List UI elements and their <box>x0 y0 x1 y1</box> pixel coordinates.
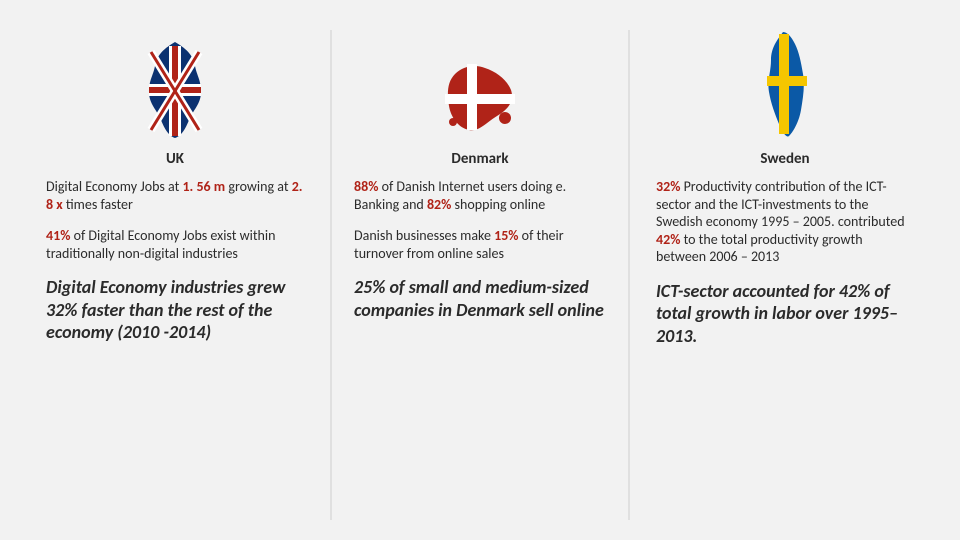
uk-stat-2: 41% of Digital Economy Jobs exist within… <box>46 227 304 262</box>
denmark-stat-1: 88% of Danish Internet users doing e. Ba… <box>354 178 606 213</box>
denmark-stat-2: Danish businesses make 15% of their turn… <box>354 227 606 262</box>
sweden-body: 32% Productivity contribution of the ICT… <box>656 178 914 347</box>
sweden-kicker: ICT-sector accounted for 42% of total gr… <box>656 280 914 348</box>
sweden-title: Sweden <box>760 150 809 168</box>
column-denmark: Denmark 88% of Danish Internet users doi… <box>330 30 630 520</box>
uk-stat-1: Digital Economy Jobs at 1. 56 m growing … <box>46 178 304 213</box>
denmark-title: Denmark <box>451 150 508 168</box>
denmark-flag-map-icon <box>435 30 525 140</box>
sweden-flag-map-icon <box>755 30 815 140</box>
columns-container: UK Digital Economy Jobs at 1. 56 m growi… <box>40 30 920 520</box>
uk-body: Digital Economy Jobs at 1. 56 m growing … <box>46 178 304 344</box>
uk-kicker: Digital Economy industries grew 32% fast… <box>46 276 304 344</box>
sweden-stat-1: 32% Productivity contribution of the ICT… <box>656 178 914 266</box>
uk-title: UK <box>166 150 184 168</box>
denmark-body: 88% of Danish Internet users doing e. Ba… <box>354 178 606 321</box>
denmark-kicker: 25% of small and medium-sized companies … <box>354 276 606 321</box>
column-sweden: Sweden 32% Productivity contribution of … <box>650 30 920 520</box>
column-uk: UK Digital Economy Jobs at 1. 56 m growi… <box>40 30 310 520</box>
uk-flag-map-icon <box>135 30 215 140</box>
slide: UK Digital Economy Jobs at 1. 56 m growi… <box>0 0 960 540</box>
